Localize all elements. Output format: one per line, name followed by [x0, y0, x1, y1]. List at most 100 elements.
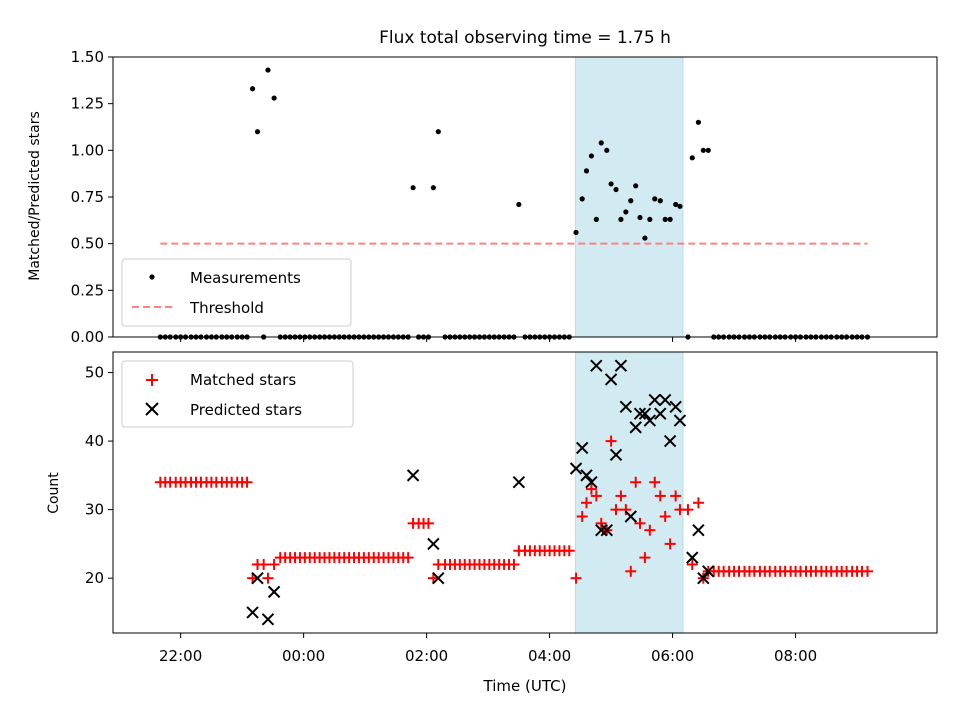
matched-point [595, 517, 607, 529]
measurement-point [265, 67, 271, 73]
predicted-point [619, 400, 633, 414]
measurement-point [249, 86, 256, 92]
predicted-point [575, 441, 589, 455]
predicted-point [643, 414, 657, 427]
predicted-point [512, 476, 526, 489]
predicted-point [663, 434, 677, 448]
predicted-point [697, 571, 710, 585]
matched-point [508, 558, 520, 570]
top-panel: 0.00 0.25 0.50 0.75 1.00 1.25 1.50 Matched/Pre… [27, 48, 938, 346]
matched-point [615, 490, 627, 502]
predicted-point [629, 421, 642, 434]
matched-point [664, 538, 676, 550]
matched-point [639, 552, 651, 564]
bottom-y-tick-label: 30 [85, 501, 104, 519]
measurement-point [673, 201, 679, 208]
predicted-point [261, 613, 275, 626]
predicted-point [600, 523, 613, 537]
x-tick-label: 08:00 [774, 647, 817, 665]
top-legend: Measurements Threshold [121, 258, 352, 327]
legend-matched-label: Matched stars [190, 371, 296, 389]
measurement-point [254, 129, 261, 135]
matched-point [610, 504, 622, 516]
measurement-point [677, 203, 683, 209]
legend-predicted-marker [145, 402, 159, 416]
matched-point [262, 572, 274, 584]
matched-point [670, 490, 682, 502]
x-axis-label: Time (UTC) [483, 677, 567, 695]
matched-point [682, 504, 694, 516]
predicted-point [604, 373, 618, 386]
chart-title: Flux total observing time = 1.75 h [379, 28, 671, 48]
matched-point [644, 524, 656, 536]
top-shaded-span [574, 56, 684, 338]
matched-point [241, 476, 253, 488]
legend-measurements-label: Measurements [190, 269, 301, 287]
measurement-point [628, 198, 634, 204]
predicted-point [590, 359, 603, 372]
matched-point [590, 490, 602, 502]
predicted-point [692, 523, 705, 537]
predicted-point [614, 359, 628, 372]
bottom-y-axis-label: Count [46, 472, 62, 514]
measurement-point [588, 153, 595, 159]
matched-point [580, 497, 592, 509]
matched-point [630, 476, 642, 488]
measurement-point [652, 196, 658, 202]
measurement-point [705, 147, 711, 153]
measurement-point [604, 147, 610, 153]
top-y-tick-label: 1.50 [71, 48, 104, 66]
matched-point [620, 504, 632, 516]
top-y-tick-label: 0.25 [71, 281, 104, 299]
matched-point [862, 565, 874, 577]
matched-point [605, 435, 617, 447]
measurement-point [633, 183, 639, 189]
measurement-point [637, 214, 643, 221]
predicted-point [569, 462, 583, 475]
measurement-point [642, 235, 648, 241]
legend-matched-marker [146, 374, 158, 386]
matched-point [649, 476, 661, 488]
measurement-point [689, 155, 695, 161]
top-y-tick-label: 1.00 [71, 141, 104, 159]
top-axes: 0.00 0.25 0.50 0.75 1.00 1.25 1.50 [71, 48, 938, 346]
matched-point [692, 497, 704, 509]
measurement-point [435, 129, 441, 135]
measurement-point [662, 216, 668, 222]
measurement-point [618, 216, 624, 222]
matched-point [585, 483, 597, 495]
predicted-point [580, 469, 593, 482]
top-y-tick-label: 0.00 [71, 328, 104, 346]
bottom-legend-box [121, 360, 354, 428]
matched-point [576, 510, 588, 522]
measurement-point [657, 198, 663, 204]
top-highlight-span [574, 56, 684, 338]
predicted-point [658, 393, 672, 407]
matched-point [258, 558, 270, 570]
measurement-point [700, 147, 706, 153]
matched-point [570, 572, 582, 584]
measurement-point [613, 186, 619, 193]
predicted-point [648, 393, 661, 407]
x-tick-label: 22:00 [159, 647, 202, 665]
bottom-y-tick-label: 40 [85, 432, 104, 450]
matched-point [625, 565, 637, 577]
predicted-point [609, 448, 623, 462]
top-legend-box [121, 258, 352, 327]
predicted-point [654, 407, 667, 420]
measurement-point [647, 216, 653, 222]
matched-point [659, 510, 671, 522]
measurement-point [598, 140, 604, 146]
predicted-point [624, 510, 637, 523]
measurement-point [579, 196, 585, 202]
measurement-point [695, 119, 702, 125]
matched-point [422, 517, 434, 529]
predicted-point [702, 565, 715, 578]
bottom-legend: Matched stars Predicted stars [121, 360, 354, 428]
measurement-point [583, 168, 590, 174]
measurement-point [623, 209, 629, 215]
measurement-point [430, 185, 436, 191]
predicted-point [251, 571, 264, 585]
x-tick-label: 06:00 [651, 647, 694, 665]
